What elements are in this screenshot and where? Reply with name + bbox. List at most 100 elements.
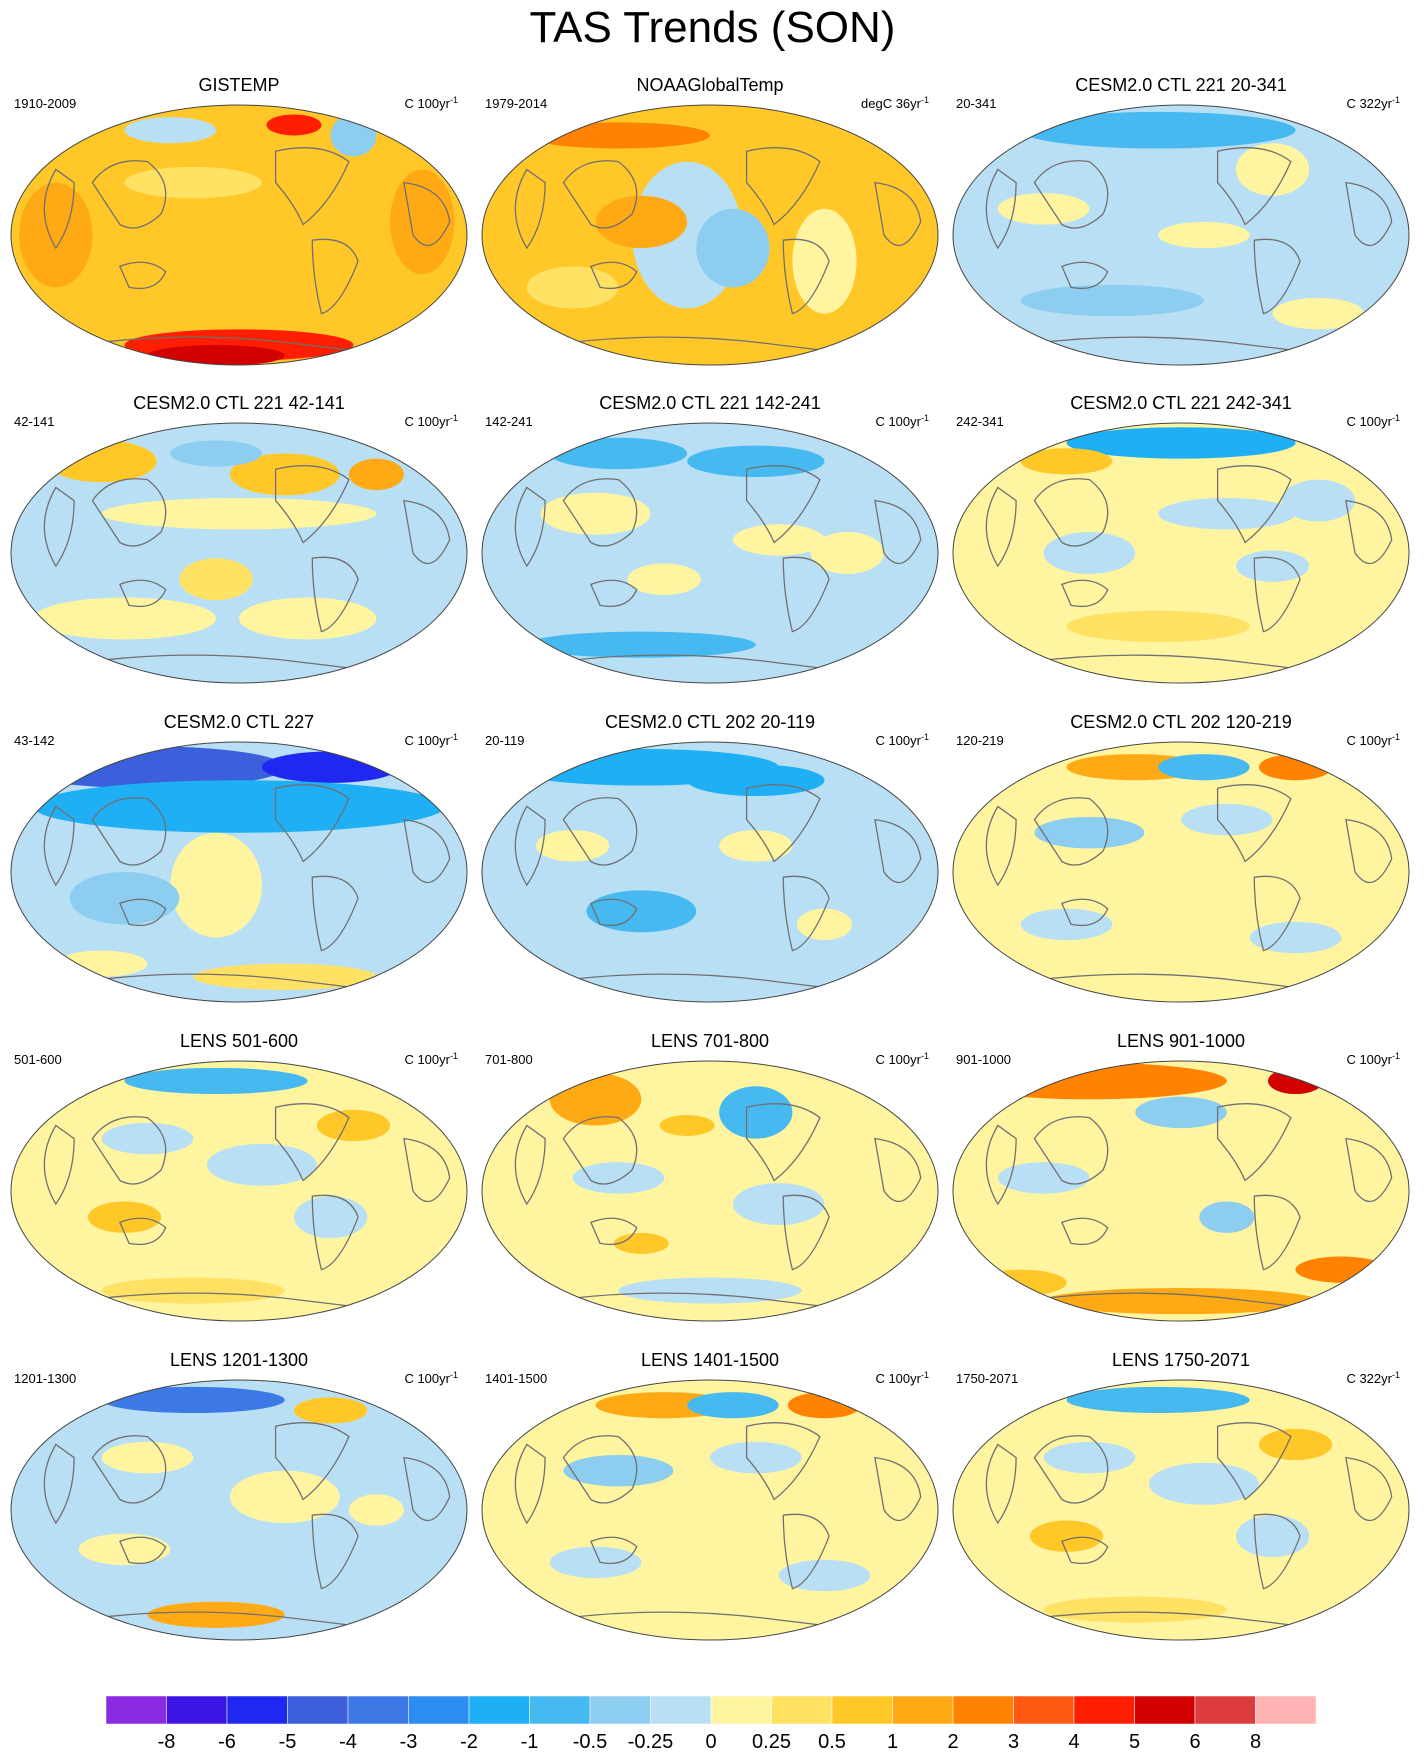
colorbar-tick-label: -1 <box>520 1731 539 1753</box>
world-map <box>952 104 1410 366</box>
panel-period: 1401-1500 <box>485 1371 548 1386</box>
trend-region <box>266 114 322 136</box>
world-map <box>481 1379 939 1641</box>
trend-region <box>797 908 852 941</box>
coastline <box>403 1456 451 1522</box>
trend-region <box>390 169 455 275</box>
map-panel: CESM2.0 CTL 202 120-219 120-219 C 100yr-1 <box>946 711 1416 1031</box>
trend-region <box>1181 803 1273 836</box>
map-panel: LENS 1201-1300 1201-1300 C 100yr-1 <box>4 1349 474 1669</box>
trend-region <box>147 1601 285 1628</box>
coastline <box>1061 1536 1109 1565</box>
world-map <box>10 104 468 366</box>
panel-title: LENS 1401-1500 <box>640 1350 780 1370</box>
world-map <box>481 1060 939 1322</box>
coastline <box>311 1513 359 1590</box>
coastline <box>119 261 167 290</box>
coastline <box>985 1443 1017 1525</box>
coastline <box>1033 1435 1109 1504</box>
panel-period: 43-142 <box>14 733 55 748</box>
panel-title: CESM2.0 CTL 202 120-219 <box>1070 712 1292 732</box>
coastline <box>562 1435 638 1504</box>
colorbar-swatch <box>892 1696 954 1724</box>
coastline <box>562 160 638 229</box>
colorbar-swatch <box>1134 1696 1196 1724</box>
colorbar-tick-label: -2 <box>460 1731 478 1753</box>
coastline <box>514 168 546 250</box>
panel-period: 120-219 <box>956 733 1004 748</box>
coastline <box>274 465 350 544</box>
trend-region <box>687 445 825 478</box>
trend-region <box>316 1109 391 1142</box>
trend-region <box>997 193 1090 225</box>
colorbar-tick-label: 0 <box>705 1731 717 1753</box>
trend-region <box>1066 427 1296 459</box>
colorbar-swatch <box>166 1696 228 1724</box>
trend-region <box>810 532 885 574</box>
coastline <box>311 1194 359 1271</box>
trend-region <box>1258 754 1333 781</box>
map-panel: LENS 1750-2071 1750-2071 C 322yr-1 <box>946 1349 1416 1669</box>
panel-units: C 100yr-1 <box>404 732 458 748</box>
trend-region <box>549 437 688 470</box>
trend-region <box>586 890 697 933</box>
coastline <box>782 1513 830 1590</box>
colorbar-swatch <box>710 1696 772 1724</box>
trend-region <box>526 266 619 309</box>
coastline <box>403 499 451 565</box>
trend-region <box>101 1386 285 1414</box>
coastline <box>311 556 359 633</box>
colorbar-swatch <box>347 1696 409 1724</box>
trend-region <box>46 440 157 483</box>
colorbar-tick-label: 3 <box>1007 1731 1020 1753</box>
trend-region <box>101 1277 285 1304</box>
panel-period: 42-141 <box>14 414 55 429</box>
panel-units: C 100yr-1 <box>404 95 458 111</box>
world-map <box>952 1060 1410 1322</box>
coastline <box>43 805 75 887</box>
colorbar-swatch <box>771 1696 833 1724</box>
trend-region <box>87 1201 162 1233</box>
coastline <box>1033 478 1109 547</box>
map-panel: NOAAGlobalTemp 1979-2014 degC 36yr-1 <box>475 74 945 394</box>
colorbar-swatch <box>468 1696 530 1724</box>
colorbar-swatch <box>650 1696 712 1724</box>
coastline <box>119 1536 167 1565</box>
trend-region <box>330 114 377 157</box>
coastline <box>985 1124 1017 1206</box>
coastline <box>91 160 167 229</box>
trend-region <box>974 1269 1067 1296</box>
colorbar-swatch <box>1073 1696 1135 1724</box>
trend-region <box>1043 1596 1227 1623</box>
trend-region <box>1158 497 1296 530</box>
map-outline <box>10 1060 468 1322</box>
trend-region <box>595 195 688 249</box>
trend-region <box>732 1183 825 1226</box>
trend-region <box>55 950 148 977</box>
coastline <box>91 797 167 866</box>
panel-units: C 100yr-1 <box>404 1051 458 1067</box>
map-outline <box>481 1060 939 1322</box>
panel-title: CESM2.0 CTL 221 42-141 <box>133 393 345 413</box>
colorbar-tick-label: -6 <box>218 1731 236 1753</box>
coastline <box>43 1124 75 1206</box>
panel-units: C 100yr-1 <box>1346 732 1400 748</box>
coastline <box>274 784 350 863</box>
map-panel: LENS 701-800 701-800 C 100yr-1 <box>475 1030 945 1350</box>
trend-region <box>1020 284 1204 317</box>
trend-region <box>618 1277 802 1304</box>
trend-region <box>78 1533 171 1566</box>
coastline <box>274 1103 350 1182</box>
trend-region <box>1043 1441 1136 1474</box>
map-panel: CESM2.0 CTL 221 142-241 142-241 C 100yr-1 <box>475 392 945 712</box>
coastline <box>1216 465 1292 544</box>
trend-region <box>293 1397 368 1424</box>
trend-region <box>1148 1462 1259 1505</box>
coastline <box>985 805 1017 887</box>
coastline <box>514 486 546 568</box>
coastline <box>403 818 451 884</box>
coastline <box>745 465 821 544</box>
colorbar-swatch <box>952 1696 1014 1724</box>
trend-region <box>953 1062 1227 1100</box>
trend-region <box>997 1162 1090 1194</box>
